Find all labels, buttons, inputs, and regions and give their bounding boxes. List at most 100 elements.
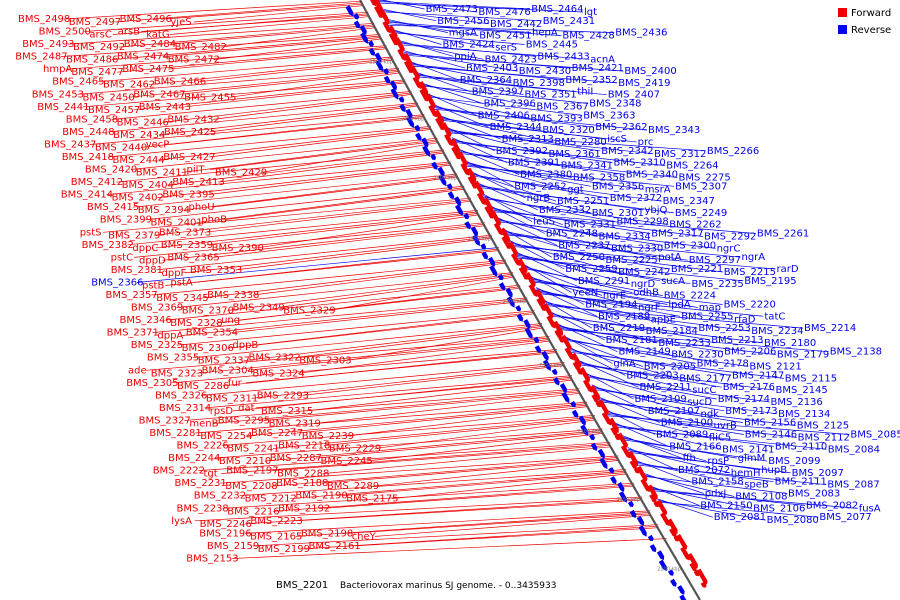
forward-gene-label: BMS_2306 <box>182 343 234 354</box>
reverse-gene-label: BMS_2233 <box>658 338 710 349</box>
forward-gene-arrow <box>444 128 452 137</box>
forward-gene-label: BMS_2239 <box>302 431 354 442</box>
forward-gene-label: ade <box>128 365 147 376</box>
forward-connector-line <box>180 299 528 336</box>
reverse-gene-label: BMS_2109 <box>635 394 687 405</box>
forward-gene-arrow <box>436 112 444 125</box>
reverse-connector-line <box>577 364 775 391</box>
reverse-gene-label: BMS_2348 <box>589 99 641 110</box>
reverse-gene-label: rarD <box>777 264 799 275</box>
reverse-gene-label: BMS_2214 <box>804 323 856 334</box>
forward-gene-label: BMS_2315 <box>261 406 313 417</box>
reverse-gene-label: BMS_2347 <box>663 196 715 207</box>
forward-gene-arrow <box>629 459 637 470</box>
reverse-gene-arrow <box>406 116 415 128</box>
reverse-gene-arrow <box>534 345 542 354</box>
forward-gene-arrow <box>660 507 668 516</box>
reverse-gene-label: BMS_2307 <box>675 181 727 192</box>
forward-gene-label: pstB <box>142 281 164 292</box>
forward-gene-label: BMS_2446 <box>117 117 169 128</box>
reverse-connector-line <box>392 32 525 45</box>
reverse-gene-label: speB <box>744 480 769 491</box>
reverse-connector-line <box>613 423 722 450</box>
reverse-connector-line <box>605 412 744 435</box>
reverse-connector-line <box>542 301 698 329</box>
forward-connector-line <box>127 210 478 246</box>
forward-gene-label: BMS_2281 <box>149 428 201 439</box>
reverse-gene-arrow <box>390 88 399 100</box>
forward-gene-label: tgt <box>204 469 218 480</box>
reverse-gene-label: BMS_2147 <box>732 370 784 381</box>
forward-connector-line <box>272 444 611 471</box>
reverse-gene-label: BMS_2115 <box>785 373 837 384</box>
forward-connector-line <box>158 127 431 161</box>
reverse-gene-label: BMS_2121 <box>749 362 801 373</box>
forward-gene-arrow <box>591 388 600 401</box>
forward-connector-line <box>220 455 619 484</box>
reverse-gene-label: BMS_2334 <box>599 232 651 243</box>
forward-gene-label: BMS_2246 <box>200 519 252 530</box>
reverse-gene-label: ngrC <box>717 243 741 254</box>
reverse-gene-label: BMS_2230 <box>671 350 723 361</box>
reverse-connector-line <box>584 376 770 403</box>
forward-gene-label: BMS_2223 <box>250 516 302 527</box>
forward-connector-line <box>169 117 425 145</box>
forward-connector-line <box>193 5 363 23</box>
forward-gene-label: BMS_2382 <box>82 240 134 251</box>
reverse-connector-line <box>381 8 437 22</box>
caption: BMS_2201 Bacteriovorax marinus SJ genome… <box>276 580 556 591</box>
reverse-gene-arrow <box>488 256 496 267</box>
forward-connector-line <box>169 16 369 35</box>
forward-gene-arrow <box>383 16 390 25</box>
legend-forward-label: Forward <box>851 8 891 19</box>
forward-gene-label: BMS_2415 <box>87 202 139 213</box>
forward-gene-label: pstS <box>80 227 102 238</box>
reverse-gene-arrow <box>636 516 645 526</box>
forward-gene-label: BMS_2231 <box>175 478 227 489</box>
forward-connector-line <box>212 389 580 424</box>
forward-gene-label: BMS_2487 <box>15 52 67 63</box>
forward-gene-label: phoB <box>201 215 227 226</box>
reverse-connector-line <box>496 221 716 249</box>
reverse-connector-line <box>556 329 829 353</box>
reverse-gene-arrow <box>389 80 397 91</box>
forward-gene-arrow <box>519 261 528 274</box>
forward-connector-line <box>117 46 387 73</box>
forward-connector-line <box>247 339 550 371</box>
forward-gene-label: pstC <box>111 252 133 263</box>
reverse-gene-label: thiI <box>577 87 593 98</box>
forward-connector-line <box>323 485 635 509</box>
reverse-gene-label: potA <box>658 252 681 263</box>
reverse-connector-line <box>549 315 764 344</box>
forward-gene-arrow <box>478 195 486 206</box>
position-tick-label: 2350 kbp <box>467 236 491 242</box>
forward-gene-arrow <box>484 205 492 216</box>
reverse-gene-arrow <box>359 25 367 35</box>
reverse-gene-arrow <box>455 204 463 216</box>
reverse-gene-label: BMS_2081 <box>714 512 766 523</box>
forward-gene-label: BMS_2198 <box>301 528 353 539</box>
forward-gene-arrow <box>555 324 563 336</box>
position-tick-label: 2200 kbp <box>577 429 601 435</box>
reverse-connector-line <box>584 374 717 400</box>
reverse-gene-arrow <box>431 161 438 170</box>
reverse-gene-arrow <box>677 585 685 595</box>
forward-connector-line <box>391 473 627 500</box>
forward-gene-label: BMS_2399 <box>100 215 152 226</box>
caption-title: Bacteriovorax marinus SJ genome. - 0..34… <box>340 581 556 591</box>
reverse-connector-line <box>375 1 531 10</box>
reverse-gene-label: BMS_2253 <box>698 323 750 334</box>
forward-gene-label: BMS_2370 <box>182 306 234 317</box>
reverse-gene-label: tatC <box>764 311 785 322</box>
forward-gene-arrow <box>485 200 493 213</box>
reverse-gene-arrow <box>649 544 657 553</box>
reverse-gene-arrow <box>446 183 453 190</box>
forward-gene-label: BMS_2369 <box>131 303 183 314</box>
forward-connector-line <box>221 443 611 474</box>
reverse-gene-label: BMS_2180 <box>764 338 816 349</box>
forward-connector-line <box>273 416 595 449</box>
reverse-gene-label: BMS_2203 <box>626 370 678 381</box>
forward-connector-line <box>224 188 465 221</box>
reverse-gene-arrow <box>464 221 471 230</box>
forward-gene-label: BMS_2210 <box>219 456 271 467</box>
